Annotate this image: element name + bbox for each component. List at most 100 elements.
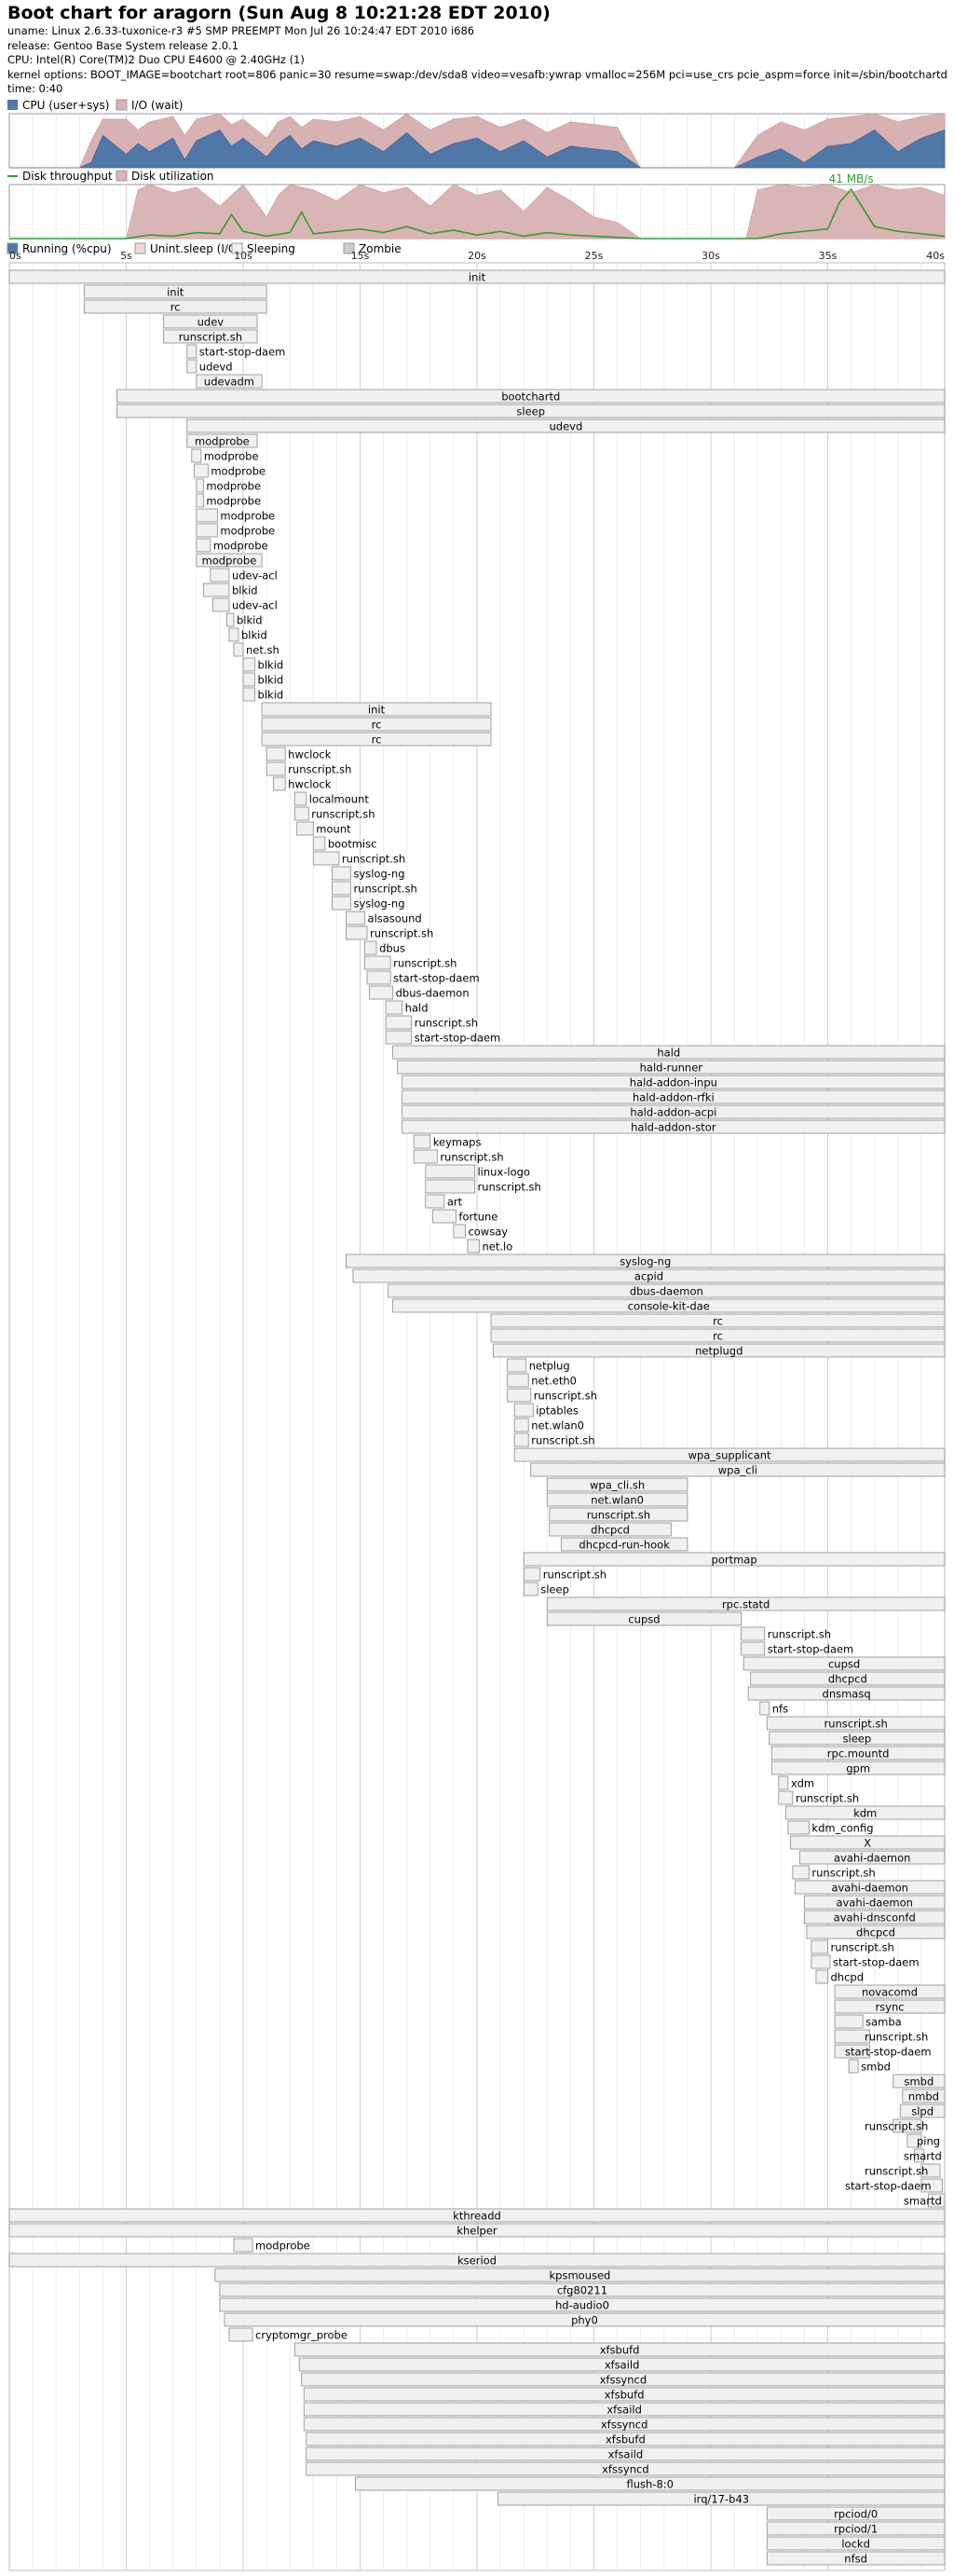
sleeping-legend-swatch (231, 242, 243, 254)
process-bar (163, 329, 258, 344)
process-bar (293, 806, 309, 821)
process-bar (784, 1805, 946, 1820)
process-bar (834, 2014, 864, 2029)
uninterruptible-legend-label: Unint.sleep (I/O) (150, 242, 241, 255)
process-label: rc (713, 1330, 723, 1343)
process-label: xfsbufd (600, 2344, 640, 2357)
process-bar (242, 657, 255, 672)
zombie-legend-swatch (343, 242, 355, 254)
process-bar (766, 2551, 946, 2566)
process-label: bootmisc (328, 838, 377, 851)
process-bar (431, 1209, 457, 1224)
process-bar (770, 1761, 946, 1775)
process-label: blkid (241, 629, 267, 642)
process-label: dbus (379, 942, 405, 955)
process-bar (186, 359, 198, 374)
process-label: runscript.sh (477, 1181, 540, 1194)
process-bar (303, 2417, 946, 2432)
timeline-tick-label: 15s (351, 250, 370, 262)
process-label: smartd (904, 2150, 942, 2163)
process-label: udevd (199, 361, 233, 374)
process-label: net.lo (483, 1240, 513, 1254)
process-bar (214, 2268, 946, 2282)
process-label: xfsbufd (606, 2433, 646, 2446)
process-label: modprobe (206, 495, 261, 508)
process-bar (312, 851, 340, 866)
process-bar (769, 1731, 946, 1746)
process-label: runscript.sh (534, 1390, 597, 1403)
process-label: avahi-daemon (836, 1897, 912, 1910)
process-label: start-stop-daem (415, 1032, 501, 1045)
process-label: runscript.sh (353, 883, 416, 896)
process-bar (219, 2282, 946, 2297)
process-bar (741, 1626, 766, 1641)
process-bar (806, 1925, 946, 1939)
process-bar (928, 2193, 946, 2208)
process-bar (413, 1149, 438, 1164)
process-bar (385, 1030, 413, 1045)
process-label: kdm (853, 1807, 877, 1820)
process-label: syslog-ng (620, 1255, 671, 1268)
running-legend-label: Running (%cpu) (22, 242, 112, 255)
process-label: dbus-daemon (630, 1285, 703, 1298)
process-label: runscript.sh (865, 2165, 928, 2178)
process-bar (497, 2491, 946, 2506)
process-bar (303, 2402, 946, 2417)
process-bar (211, 597, 230, 612)
process-bar (490, 1328, 946, 1343)
process-bar (233, 2238, 253, 2253)
process-bar (219, 2297, 946, 2312)
process-bar (402, 1075, 946, 1089)
process-bar (296, 821, 314, 836)
process-label: irq/17-b43 (693, 2493, 749, 2506)
process-label: hald-addon-inpu (630, 1076, 717, 1089)
process-label: khelper (457, 2225, 497, 2238)
uninterruptible-legend-swatch (134, 242, 146, 254)
process-label: cryptomgr_probe (255, 2329, 348, 2342)
process-bar (293, 791, 307, 806)
process-label: kthreadd (453, 2210, 501, 2223)
process-label: phy0 (571, 2314, 598, 2327)
process-label: hd-audio0 (555, 2299, 609, 2312)
process-bar (392, 1298, 946, 1313)
process-bar (364, 955, 391, 970)
process-label: xfsaild (606, 2404, 642, 2417)
process-bar (301, 2372, 946, 2387)
process-bar (331, 866, 351, 881)
process-label: hald-addon-acpi (630, 1106, 716, 1119)
kernel-options-line: kernel options: BOOT_IMAGE=bootchart roo… (7, 67, 947, 81)
process-bar (848, 2059, 859, 2074)
process-label: runscript.sh (865, 2031, 928, 2044)
process-bar (385, 1015, 413, 1030)
process-bar (196, 478, 204, 493)
timeline-tick-label: 35s (819, 250, 838, 262)
process-bar (770, 1746, 946, 1761)
process-label: runscript.sh (311, 808, 375, 821)
process-bar (228, 2327, 253, 2342)
utilization-legend-swatch (116, 170, 128, 182)
process-label: dhcpcd (828, 1673, 867, 1686)
process-bar (766, 2521, 946, 2536)
process-bar (402, 1089, 946, 1104)
process-bar (116, 389, 946, 404)
process-bar (306, 2446, 946, 2461)
running-legend-swatch (7, 242, 19, 254)
process-label: net.sh (246, 644, 279, 657)
process-bar (196, 523, 218, 538)
process-label: xfssyncd (600, 2374, 647, 2387)
process-label: ping (917, 2135, 940, 2148)
process-label: modprobe (202, 555, 257, 568)
process-bar (906, 2133, 922, 2148)
process-bar (266, 747, 286, 761)
process-bar (8, 2253, 946, 2268)
process-label: runscript.sh (587, 1509, 650, 1522)
process-bar (242, 687, 255, 702)
process-label: rpciod/0 (834, 2508, 878, 2521)
cpu-io-chart (8, 113, 946, 169)
process-bar (546, 1477, 688, 1492)
process-bar (385, 1000, 403, 1015)
page-title: Boot chart for aragorn (Sun Aug 8 10:21:… (7, 3, 551, 23)
process-bar (8, 269, 946, 284)
process-bar (523, 1567, 541, 1582)
